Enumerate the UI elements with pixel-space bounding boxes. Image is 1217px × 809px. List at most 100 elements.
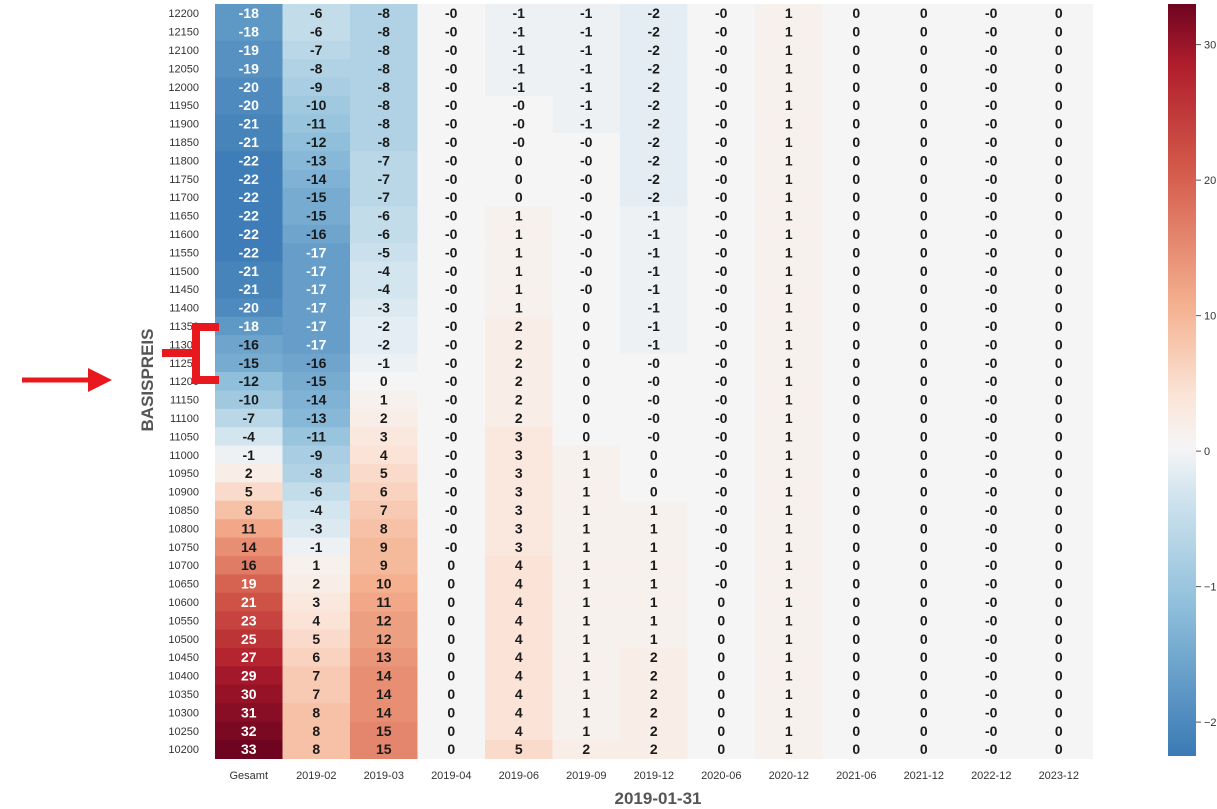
heatmap-cell <box>687 188 756 207</box>
cell-value: -0 <box>715 97 728 113</box>
heatmap-cell <box>620 482 689 502</box>
cell-value: -8 <box>378 134 391 150</box>
heatmap-cell <box>417 261 486 281</box>
heatmap-cell <box>215 151 284 171</box>
heatmap-cell <box>1025 169 1094 189</box>
cell-value: 1 <box>785 24 793 40</box>
cell-value: -0 <box>985 42 998 58</box>
cell-value: -9 <box>310 79 323 95</box>
cell-value: 1 <box>785 465 793 481</box>
heatmap-cell <box>350 592 419 612</box>
heatmap-cell <box>890 169 959 189</box>
cell-value: 1 <box>785 704 793 720</box>
cell-value: 8 <box>312 723 320 739</box>
heatmap-cell <box>755 537 824 557</box>
cell-value: -1 <box>513 5 526 21</box>
cell-value: 2 <box>582 741 590 757</box>
cell-value: -2 <box>648 171 661 187</box>
heatmap-cell <box>957 298 1026 318</box>
heatmap-cell <box>552 445 621 465</box>
heatmap-cell <box>552 316 621 336</box>
heatmap-cell <box>687 40 756 60</box>
cell-value: 1 <box>785 520 793 536</box>
heatmap-cell <box>957 427 1026 447</box>
cell-value: 3 <box>515 465 523 481</box>
cell-value: -20 <box>239 300 259 316</box>
cell-value: -0 <box>445 24 458 40</box>
heatmap-cell <box>215 519 284 539</box>
heatmap-cell <box>822 4 891 23</box>
heatmap-cell <box>417 353 486 373</box>
cell-value: 0 <box>852 5 860 21</box>
heatmap-cell <box>485 408 554 428</box>
heatmap-cell <box>1025 280 1094 299</box>
heatmap-cell <box>957 132 1026 152</box>
heatmap-cell <box>282 206 351 226</box>
heatmap-cell <box>822 445 891 465</box>
heatmap-cell <box>350 684 419 704</box>
heatmap-cell <box>620 243 689 263</box>
cell-value: 0 <box>1055 355 1063 371</box>
heatmap-cell <box>417 445 486 465</box>
heatmap-cell <box>957 243 1026 263</box>
cell-value: -2 <box>648 116 661 132</box>
heatmap-cell <box>215 482 284 502</box>
heatmap-cell <box>890 740 959 759</box>
heatmap-cell <box>417 114 486 134</box>
heatmap-cell <box>957 390 1026 410</box>
heatmap-cell <box>485 556 554 575</box>
heatmap-cell <box>1025 427 1094 447</box>
cell-value: 0 <box>920 723 928 739</box>
cell-value: 0 <box>920 649 928 665</box>
cell-value: 0 <box>717 649 725 665</box>
cell-value: 0 <box>1055 447 1063 463</box>
heatmap-cell <box>620 666 689 686</box>
cell-value: -0 <box>445 465 458 481</box>
heatmap-cell <box>755 740 824 759</box>
heatmap-cell <box>350 445 419 465</box>
heatmap-cell <box>1025 666 1094 686</box>
heatmap-cell <box>485 169 554 189</box>
cell-value: -0 <box>985 373 998 389</box>
heatmap-cell <box>485 224 554 244</box>
cell-value: 0 <box>1055 649 1063 665</box>
cell-value: 0 <box>852 336 860 352</box>
cell-value: 0 <box>852 447 860 463</box>
heatmap-cell <box>282 261 351 281</box>
heatmap-cell <box>1025 611 1094 631</box>
heatmap-cell <box>890 519 959 539</box>
cell-value: 1 <box>650 631 658 647</box>
cell-value: -13 <box>306 410 326 426</box>
y-tick-label: 10650 <box>168 579 199 591</box>
heatmap-cell <box>485 40 554 60</box>
cell-value: -0 <box>513 134 526 150</box>
x-tick-label: 2020-06 <box>701 770 741 782</box>
heatmap-cell <box>957 703 1026 723</box>
heatmap-cell <box>552 684 621 704</box>
cell-value: -0 <box>445 539 458 555</box>
cell-value: 0 <box>852 631 860 647</box>
cell-value: -10 <box>306 97 326 113</box>
heatmap-cell <box>417 408 486 428</box>
heatmap-cell <box>890 666 959 686</box>
cell-value: -0 <box>715 576 728 592</box>
cell-value: 1 <box>785 723 793 739</box>
cell-value: 1 <box>515 263 523 279</box>
heatmap-cell <box>485 666 554 686</box>
cell-value: 4 <box>312 612 320 628</box>
cell-value: -7 <box>378 152 391 168</box>
y-tick-label: 11500 <box>169 266 199 278</box>
cell-value: 0 <box>852 557 860 573</box>
heatmap-cell <box>620 40 689 60</box>
heatmap-cell <box>350 427 419 447</box>
cell-value: 0 <box>920 502 928 518</box>
y-tick-label: 12050 <box>168 63 199 75</box>
cell-value: -0 <box>985 208 998 224</box>
cell-value: -8 <box>310 60 323 76</box>
heatmap-cell <box>620 96 689 115</box>
cell-value: -0 <box>715 189 728 205</box>
cell-value: -18 <box>239 24 259 40</box>
cell-value: 0 <box>920 79 928 95</box>
heatmap-cell <box>1025 684 1094 704</box>
cell-value: 1 <box>785 373 793 389</box>
